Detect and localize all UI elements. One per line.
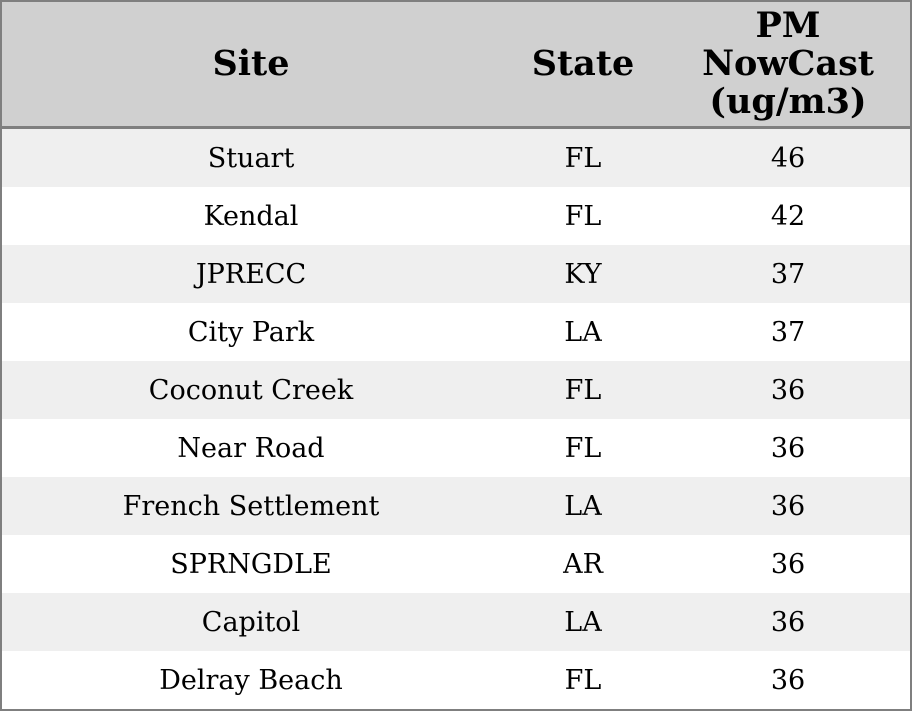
table-row: French Settlement LA 36 — [2, 477, 910, 535]
site-cell: Kendal — [203, 200, 299, 232]
state-cell: FL — [564, 374, 602, 406]
state-cell: LA — [564, 316, 602, 348]
pm-value-cell: 36 — [770, 606, 806, 638]
table-row: Capitol LA 36 — [2, 593, 910, 651]
table-row: JPRECC KY 37 — [2, 245, 910, 303]
pm-value-cell: 36 — [770, 664, 806, 696]
state-cell: KY — [564, 258, 602, 290]
site-cell: Near Road — [177, 432, 325, 464]
column-header-pm-nowcast: PM NowCast (ug/m3) — [702, 5, 874, 122]
site-cell: Capitol — [201, 606, 301, 638]
state-cell: FL — [564, 142, 602, 174]
state-cell: FL — [564, 664, 602, 696]
table-row: Coconut Creek FL 36 — [2, 361, 910, 419]
column-header-site: Site — [212, 43, 290, 85]
table-row: Delray Beach FL 36 — [2, 651, 910, 709]
pm-value-cell: 37 — [770, 316, 806, 348]
pm-value-cell: 36 — [770, 548, 806, 580]
site-cell: Delray Beach — [159, 664, 343, 696]
table-row: SPRNGDLE AR 36 — [2, 535, 910, 593]
column-header-state: State — [531, 43, 635, 85]
table-header: Site State PM NowCast (ug/m3) — [2, 2, 910, 129]
pm-value-cell: 46 — [770, 142, 806, 174]
pm-value-cell: 36 — [770, 432, 806, 464]
state-cell: FL — [564, 200, 602, 232]
site-cell: Coconut Creek — [148, 374, 354, 406]
table-row: City Park LA 37 — [2, 303, 910, 361]
site-cell: SPRNGDLE — [170, 548, 332, 580]
state-cell: FL — [564, 432, 602, 464]
table-body: Stuart FL 46 Kendal FL 42 JPRECC KY 37 C… — [2, 129, 910, 709]
site-cell: Stuart — [207, 142, 295, 174]
site-cell: French Settlement — [122, 490, 380, 522]
pm-value-cell: 37 — [770, 258, 806, 290]
site-cell: City Park — [187, 316, 315, 348]
state-cell: LA — [564, 490, 602, 522]
pm-value-cell: 36 — [770, 490, 806, 522]
state-cell: AR — [563, 548, 603, 580]
table-row: Stuart FL 46 — [2, 129, 910, 187]
state-cell: LA — [564, 606, 602, 638]
table-row: Kendal FL 42 — [2, 187, 910, 245]
pm-value-cell: 42 — [770, 200, 806, 232]
site-cell: JPRECC — [195, 258, 307, 290]
pm-value-cell: 36 — [770, 374, 806, 406]
table-row: Near Road FL 36 — [2, 419, 910, 477]
